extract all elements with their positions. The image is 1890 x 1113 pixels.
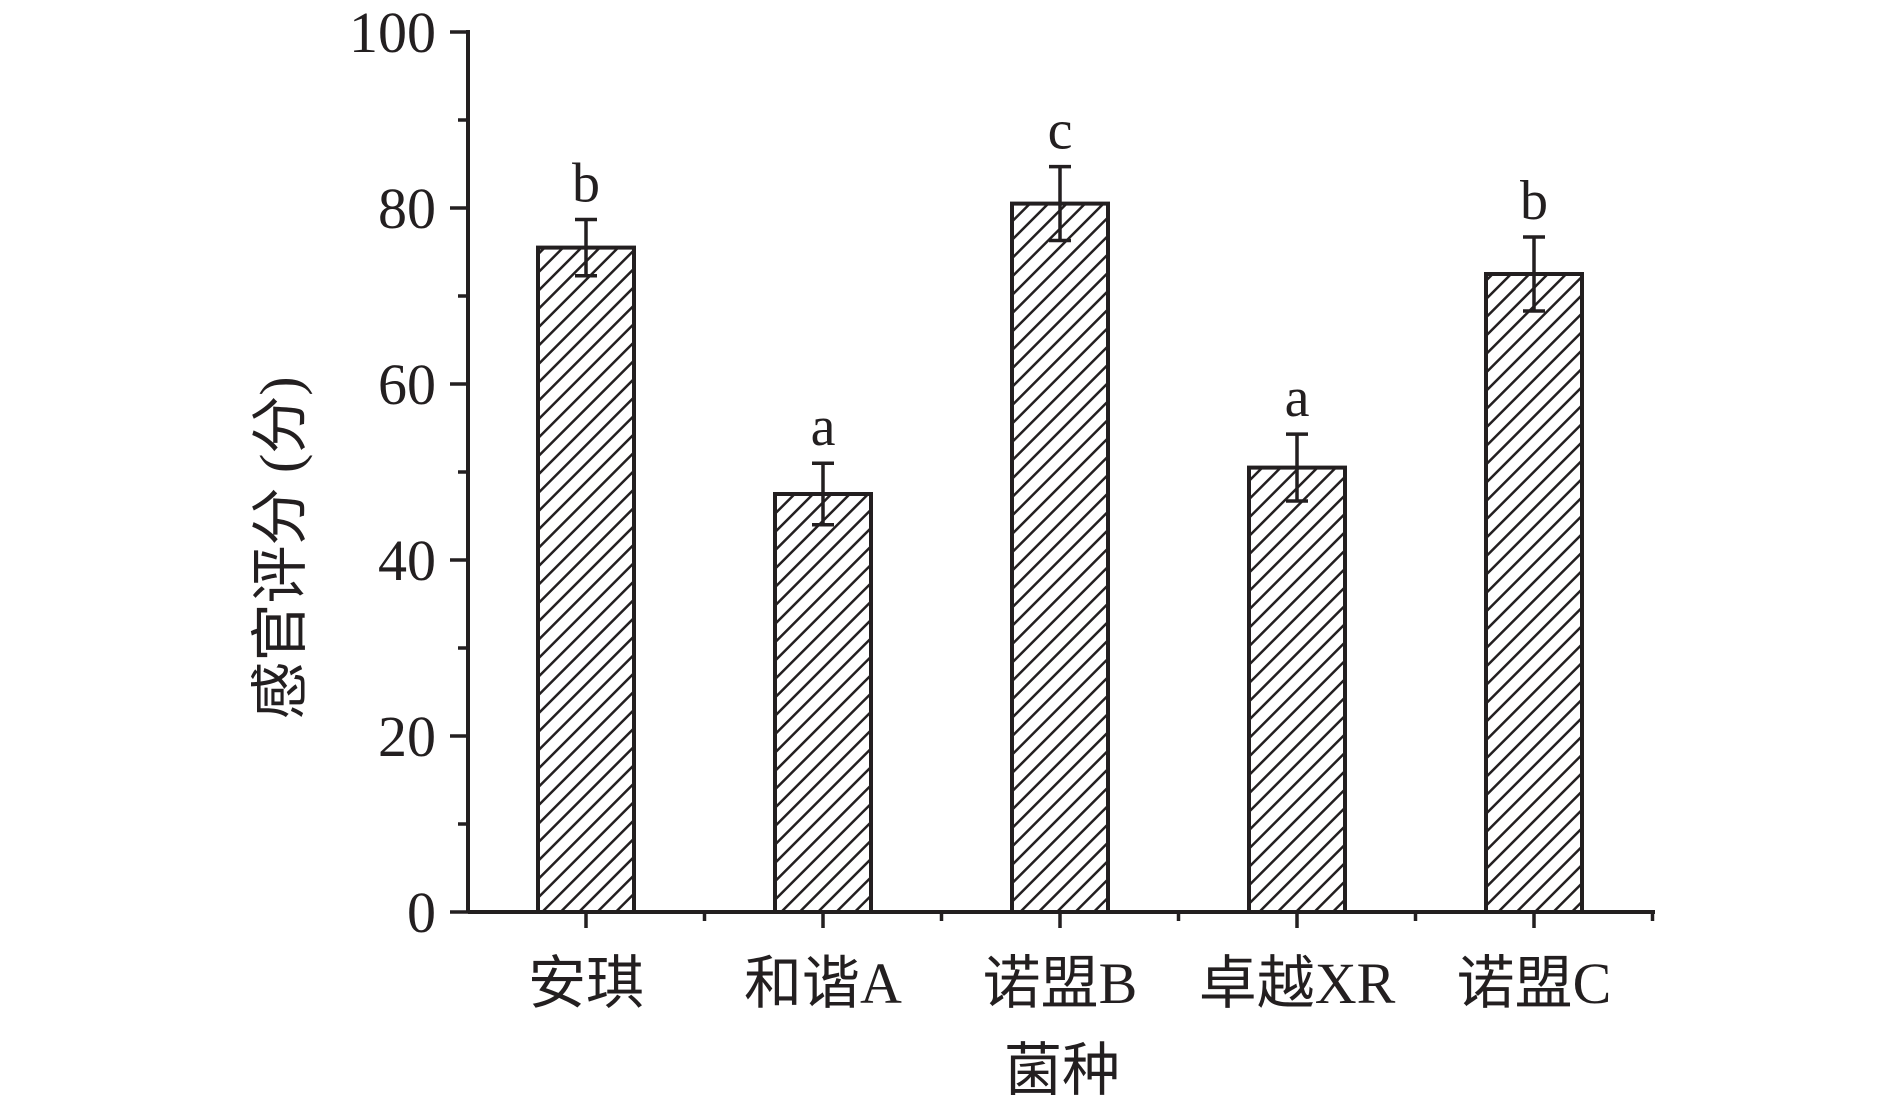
bar [1247,465,1347,914]
y-tick-label: 80 [378,176,436,241]
axes-layer [450,30,1655,928]
y-tick-label: 20 [378,704,436,769]
bar [536,245,636,915]
y-axis-title: 感官评分 (分) [248,376,313,719]
x-tick-label: 诺盟C [1457,951,1612,1016]
x-tick-label: 诺盟B [983,951,1138,1016]
x-tick-label: 卓越XR [1199,951,1396,1016]
significance-label: a [1285,367,1310,429]
bar [1484,272,1584,914]
y-tick-label: 40 [378,528,436,593]
bars-layer [536,164,1584,915]
significance-label: a [811,396,836,458]
bar [1010,201,1110,915]
bar [773,492,873,914]
x-axis-title: 菌种 [1004,1038,1120,1103]
y-tick-label: 0 [407,880,436,945]
x-tick-label: 安琪 [528,951,644,1016]
labels-layer: b 安琪 a 和谐A c 诺盟B a 卓越XR b 诺盟C 0 20 40 60 80 100 [349,0,1611,1016]
significance-label: b [1520,170,1548,232]
significance-label: c [1048,100,1073,162]
significance-label: b [572,152,600,214]
y-tick-label: 60 [378,352,436,417]
y-tick-label: 100 [349,0,436,65]
x-tick-label: 和谐A [744,951,902,1016]
